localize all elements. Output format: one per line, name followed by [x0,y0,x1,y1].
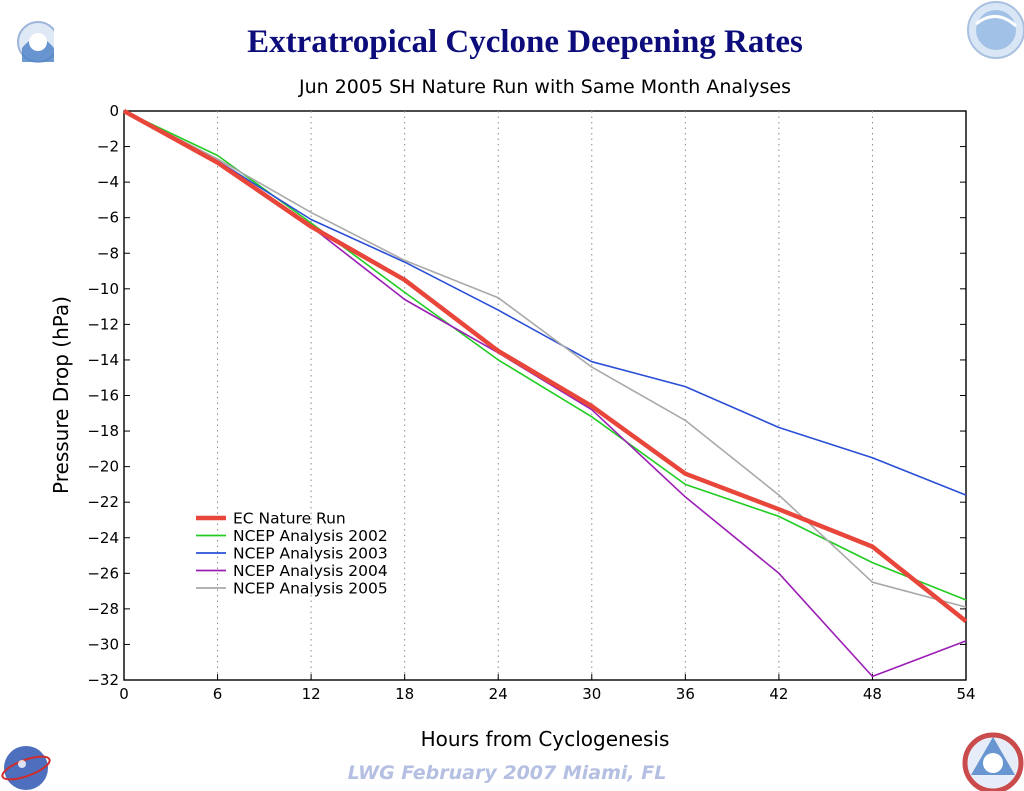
grid [217,111,873,680]
series-line-2 [123,110,967,496]
x-tick-label: 6 [213,685,223,703]
series-line-4 [123,110,967,608]
y-tick-label: −32 [87,671,119,689]
y-tick-label: −24 [87,529,119,547]
y-tick-label: −8 [97,244,119,262]
series-group [122,109,968,678]
x-tick-label: 24 [489,685,508,703]
noaa-globe-icon [967,1,1024,59]
y-tick-label: −4 [97,173,119,191]
y-tick-label: 0 [109,102,119,120]
y-tick-label: −20 [87,458,119,476]
series-line-0 [122,109,968,624]
x-tick-label: 30 [582,685,601,703]
legend-label: NCEP Analysis 2002 [233,527,388,545]
x-axis: 0 6 12 18 24 30 36 42 48 54 [119,674,976,703]
y-axis: 0 −2 −4 −6 −8 −10 −12 −14 −16 −18 −20 −22 −24 −26 −28 −… [87,102,966,689]
y-tick-label: −28 [87,600,119,618]
footer-text: LWG February 2007 Miami, FL [347,762,667,784]
x-tick-label: 54 [956,685,975,703]
y-tick-label: −26 [87,564,119,582]
chart-title: Jun 2005 SH Nature Run with Same Month A… [298,76,791,98]
x-axis-label: Hours from Cyclogenesis [421,727,670,751]
legend-label: NCEP Analysis 2005 [233,580,388,598]
y-tick-label: −10 [87,280,119,298]
y-axis-label: Pressure Drop (hPa) [49,296,73,494]
slide-title: Extratropical Cyclone Deepening Rates [247,24,803,60]
x-tick-label: 36 [676,685,695,703]
legend-label: EC Nature Run [233,510,346,528]
nws-logo-icon [962,732,1024,791]
y-tick-label: −18 [87,422,119,440]
legend-label: NCEP Analysis 2004 [233,562,388,580]
x-tick-label: 18 [395,685,414,703]
legend-label: NCEP Analysis 2003 [233,545,388,563]
y-tick-label: −6 [97,209,119,227]
y-tick-label: −2 [97,138,119,156]
x-tick-label: 0 [119,685,129,703]
y-tick-label: −22 [87,493,119,511]
noaa-logo-icon [17,21,54,63]
y-tick-label: −16 [87,387,119,405]
x-tick-label: 42 [769,685,788,703]
y-tick-label: −12 [87,315,119,333]
nasa-logo-icon [1,746,51,790]
y-tick-label: −14 [87,351,119,369]
x-tick-label: 48 [863,685,882,703]
x-tick-label: 12 [302,685,321,703]
y-tick-label: −30 [87,635,119,653]
